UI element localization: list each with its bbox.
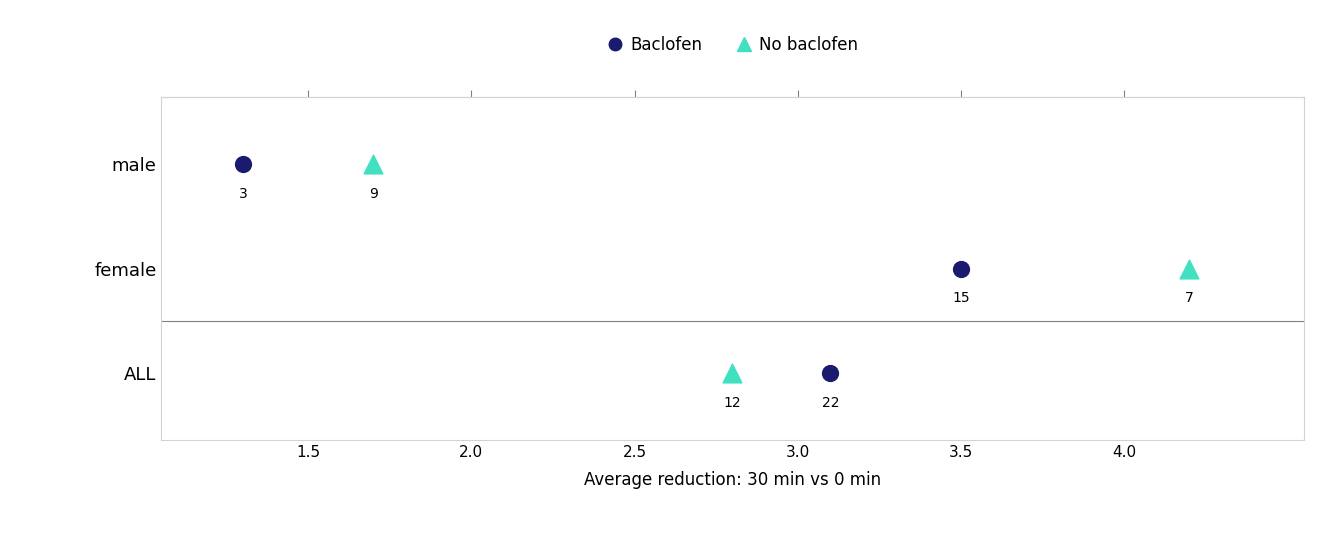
Legend: Baclofen, No baclofen: Baclofen, No baclofen bbox=[601, 30, 864, 61]
Text: 3: 3 bbox=[238, 187, 247, 201]
Point bbox=[722, 368, 743, 377]
X-axis label: Average reduction: 30 min vs 0 min: Average reduction: 30 min vs 0 min bbox=[583, 471, 882, 489]
Text: 22: 22 bbox=[821, 396, 839, 410]
Text: 15: 15 bbox=[952, 292, 970, 306]
Text: 7: 7 bbox=[1185, 292, 1193, 306]
Point bbox=[950, 264, 972, 273]
Point bbox=[820, 368, 841, 377]
Point bbox=[1179, 264, 1200, 273]
Text: 9: 9 bbox=[370, 187, 378, 201]
Point bbox=[363, 160, 384, 169]
Point bbox=[233, 160, 254, 169]
Text: 12: 12 bbox=[723, 396, 742, 410]
